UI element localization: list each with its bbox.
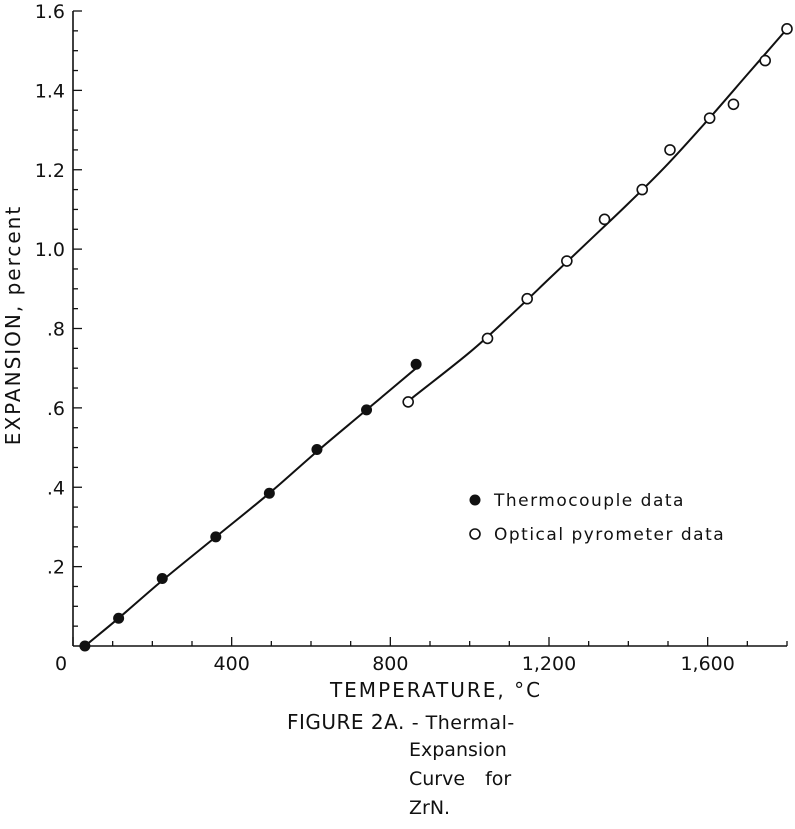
thermocouple-point <box>156 573 168 585</box>
y-tick-label: 1.4 <box>35 80 65 102</box>
optical-pyrometer-point <box>481 332 494 345</box>
fit-curves <box>84 28 788 647</box>
y-tick-label: .2 <box>47 557 65 579</box>
optical-pyrometer-point <box>781 23 793 35</box>
optical-pyrometer-point <box>402 396 414 408</box>
caption-line-1: - Thermal- <box>411 712 515 734</box>
x-tick-label: 800 <box>372 653 408 675</box>
thermocouple-point <box>263 487 275 499</box>
expansion-chart: 0 400 800 1,200 1,600 .2 .4 .6 .8 1.0 1.2 1.4 1.6 T… <box>1 1 793 700</box>
optical-pyrometer-point <box>759 54 771 67</box>
legend-label-optical-pyrometer: Optical pyrometer data <box>494 525 725 545</box>
y-tick-label: .4 <box>47 477 65 499</box>
fit-curve-optical-pyrometer <box>411 28 788 399</box>
y-axis-ticks: .2 .4 .6 .8 1.0 1.2 1.4 1.6 <box>35 1 82 627</box>
x-tick-label: 1,600 <box>680 653 734 675</box>
optical-pyrometer-point <box>636 183 649 196</box>
y-tick-label: .8 <box>47 319 65 341</box>
legend: Thermocouple data Optical pyrometer data <box>469 491 725 545</box>
optical-pyrometer-point <box>664 144 676 156</box>
y-axis-title: EXPANSION, percent <box>1 205 25 445</box>
y-tick-label: 1.2 <box>35 160 65 182</box>
optical-pyrometer-point <box>561 255 573 267</box>
y-tick-label: .6 <box>47 398 65 420</box>
optical-pyrometer-point <box>727 98 740 111</box>
x-axis-title: TEMPERATURE, °C <box>329 678 542 700</box>
optical-pyrometer-point <box>598 213 611 226</box>
y-tick-label: 1.6 <box>35 1 65 23</box>
x-tick-label: 400 <box>214 653 250 675</box>
x-axis-ticks: 0 400 800 1,200 1,600 <box>55 637 788 675</box>
y-tick-label: 1.0 <box>35 239 65 261</box>
thermocouple-point <box>361 404 373 416</box>
caption-line-3: Curve for <box>409 768 512 790</box>
legend-marker-optical-pyrometer <box>469 528 481 540</box>
thermocouple-point <box>210 531 222 543</box>
figure-caption: FIGURE 2A. - Thermal- <box>287 710 515 734</box>
caption-line-4: ZrN. <box>409 797 451 819</box>
axes <box>72 11 787 647</box>
optical-pyrometer-point <box>703 112 716 124</box>
thermocouple-point <box>410 358 422 370</box>
data-points <box>79 23 793 652</box>
figure-number: FIGURE 2A. <box>287 710 405 734</box>
legend-label-thermocouple: Thermocouple data <box>493 491 685 511</box>
thermocouple-point <box>79 640 91 652</box>
x-tick-label: 1,200 <box>522 653 576 675</box>
optical-pyrometer-point <box>521 292 533 305</box>
x-tick-label: 0 <box>55 653 67 675</box>
caption-line-2: Expansion <box>409 739 507 761</box>
thermocouple-point <box>311 444 323 456</box>
thermocouple-point <box>113 612 125 624</box>
legend-marker-thermocouple <box>469 494 481 506</box>
